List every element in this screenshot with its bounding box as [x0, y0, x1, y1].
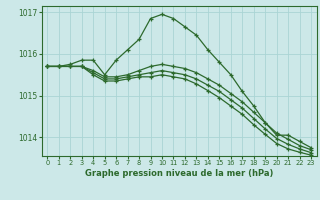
X-axis label: Graphe pression niveau de la mer (hPa): Graphe pression niveau de la mer (hPa) [85, 169, 273, 178]
